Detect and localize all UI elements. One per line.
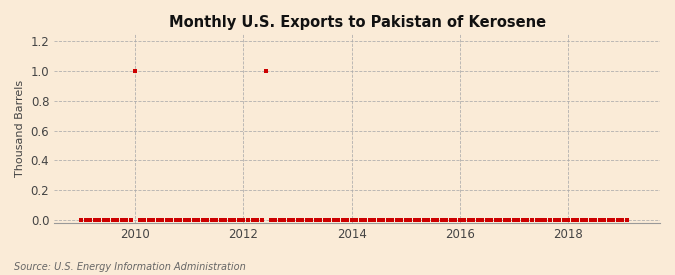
- Y-axis label: Thousand Barrels: Thousand Barrels: [15, 80, 25, 177]
- Title: Monthly U.S. Exports to Pakistan of Kerosene: Monthly U.S. Exports to Pakistan of Kero…: [169, 15, 545, 30]
- Text: Source: U.S. Energy Information Administration: Source: U.S. Energy Information Administ…: [14, 262, 245, 272]
